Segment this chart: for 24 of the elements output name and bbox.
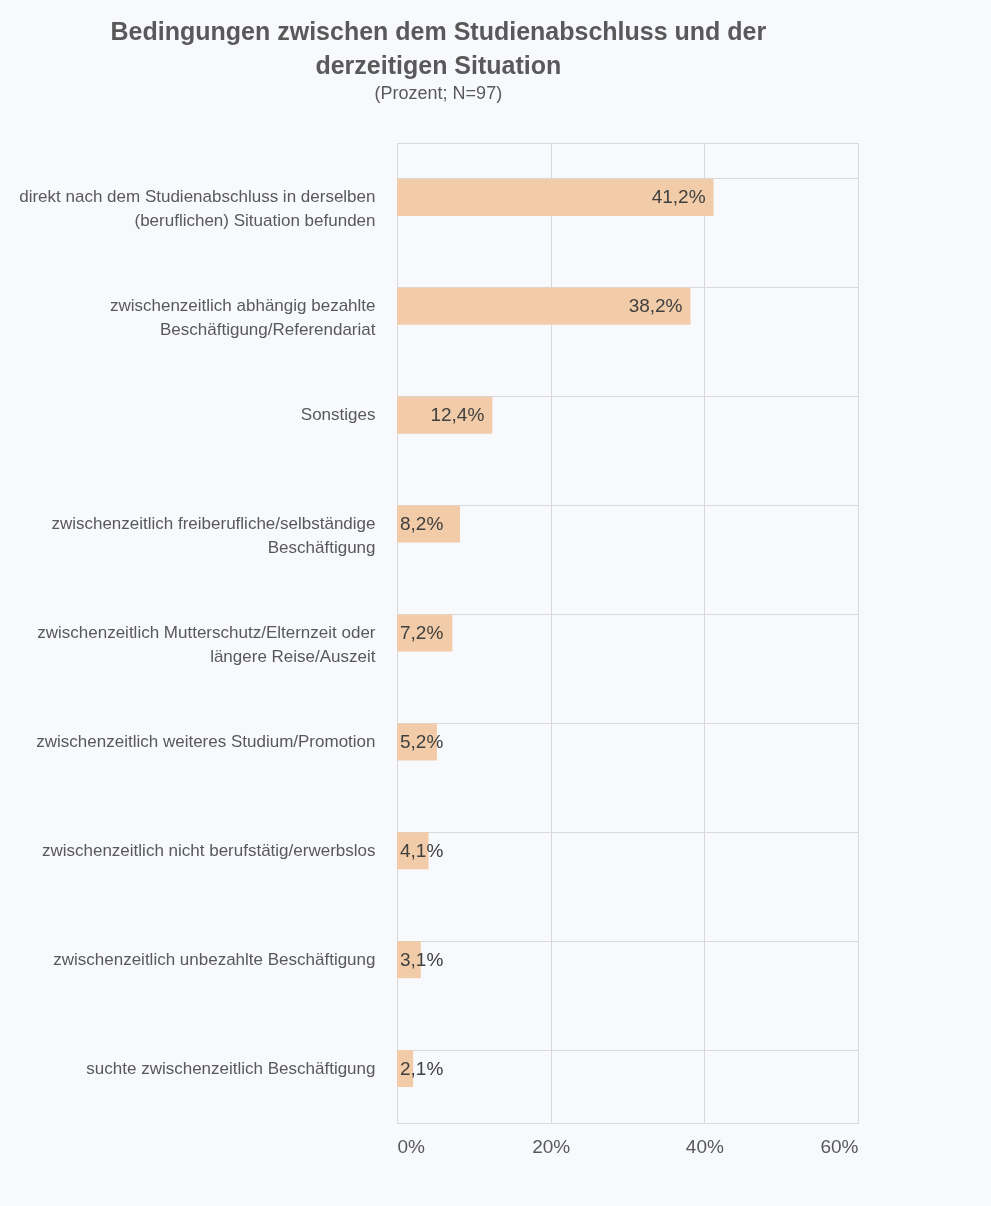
data-label: 38,2% — [628, 295, 683, 317]
x-tick-label: 20% — [532, 1135, 571, 1157]
x-tick-label: 60% — [820, 1135, 859, 1157]
data-label: 7,2% — [400, 622, 444, 643]
y-tick-label: zwischenzeitlich nicht berufstätig/erwerbslos — [41, 840, 376, 860]
data-label: 4,1% — [400, 839, 444, 861]
y-tick-label: zwischenzeitlich freiberufliche/selbständige Beschäftigung — [51, 514, 376, 558]
data-label: 5,2% — [400, 730, 444, 752]
data-label: 8,2% — [400, 513, 444, 535]
y-tick-label: zwischenzeitlich unbezahlte Beschäftigung — [53, 949, 376, 969]
data-label: 41,2% — [651, 186, 706, 208]
data-label: 12,4% — [430, 404, 485, 426]
y-tick-label: direkt nach dem Studienabschluss in derselben (beruflichen) Situation befunden — [19, 187, 376, 231]
data-label: 2,1% — [400, 1057, 444, 1079]
data-label: 3,1% — [400, 948, 444, 970]
y-tick-label: Sonstiges — [300, 405, 376, 425]
y-tick-label: suchte zwischenzeitlich Beschäftigung — [86, 1058, 376, 1078]
chart-title: Bedingungen zwischen dem Studienabschluss und der derzeitigen Situation — [110, 17, 767, 79]
chart-subtitle: (Prozent; N=97) — [374, 83, 503, 103]
y-tick-label: zwischenzeitlich Mutterschutz/Elternzeit oder längere Reise/Auszeit — [37, 623, 376, 666]
y-tick-label: zwischenzeitlich abhängig bezahlte Beschäftigung/Referendariat — [109, 296, 376, 340]
y-tick-label: zwischenzeitlich weiteres Studium/Promotion — [36, 731, 376, 751]
x-tick-label: 0% — [397, 1135, 426, 1157]
x-tick-label: 40% — [685, 1135, 724, 1157]
